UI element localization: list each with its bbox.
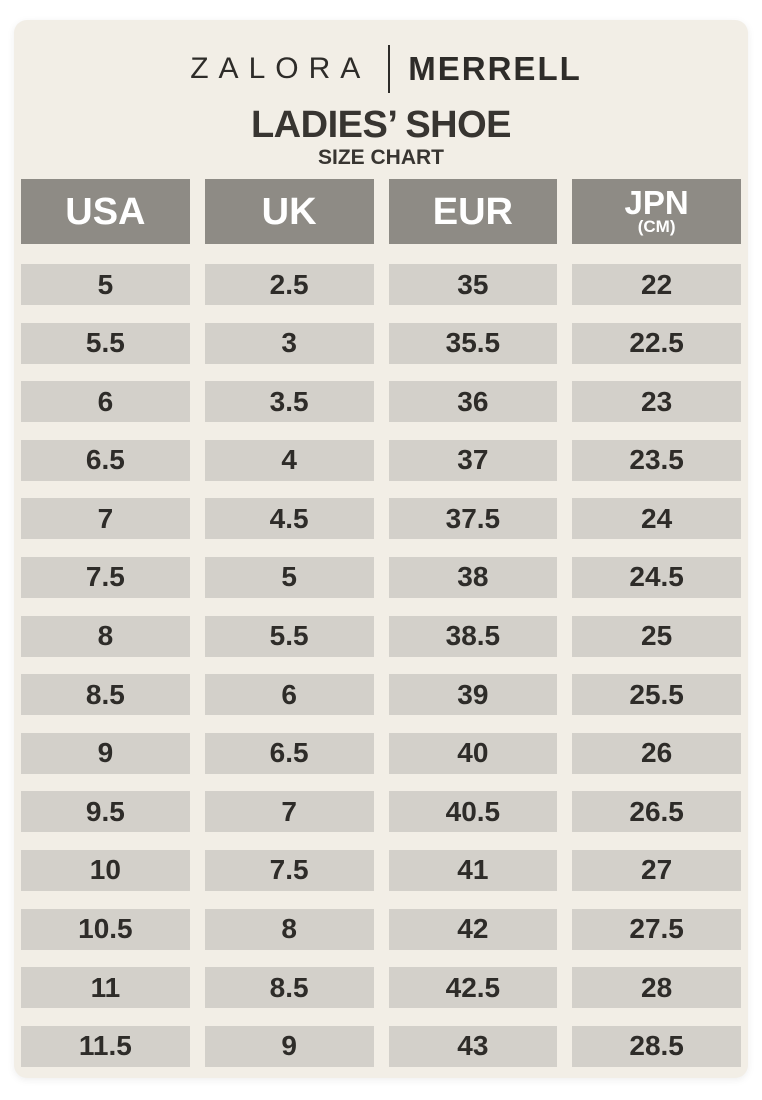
- table-row: 6.5 4 37 23.5: [21, 439, 741, 481]
- size-cell: 7.5: [204, 849, 374, 891]
- size-cell: 7.5: [21, 556, 190, 598]
- table-row: 5 2.5 35 22: [21, 264, 741, 305]
- size-cell: 25: [572, 615, 741, 657]
- size-cell: 10: [21, 849, 190, 891]
- size-cell: 5: [204, 556, 374, 598]
- size-cell: 4.5: [204, 498, 374, 540]
- size-cell: 6: [21, 381, 190, 423]
- size-cell: 22.5: [572, 322, 741, 364]
- size-cell: 11.5: [21, 1025, 190, 1067]
- size-cell: 8: [204, 908, 374, 950]
- size-cell: 8.5: [204, 967, 374, 1009]
- size-cell: 9: [21, 732, 190, 774]
- size-cell: 36: [388, 381, 558, 423]
- size-cell: 38: [388, 556, 558, 598]
- table-row: 9 6.5 40 26: [21, 732, 741, 774]
- size-cell: 42.5: [388, 967, 558, 1009]
- header-label: EUR: [432, 190, 513, 233]
- header-cell-usa: USA: [21, 179, 190, 244]
- size-table-body: 5 2.5 35 22 5.5 3 35.5 22.5 6 3.5 36 23 6.5 4 37 23.5 7 4…: [21, 264, 741, 1067]
- table-row: 10 7.5 41 27: [21, 849, 741, 891]
- page-subtitle: SIZE CHART: [318, 146, 444, 169]
- size-cell: 23: [572, 381, 741, 423]
- size-cell: 5: [21, 264, 190, 305]
- size-cell: 35.5: [388, 322, 558, 364]
- size-table: USA UK EUR JPN (CM) 5 2.5 35 22 5.5 3 35.5 22.5…: [21, 179, 741, 1067]
- size-cell: 23.5: [572, 439, 741, 481]
- table-row: 5.5 3 35.5 22.5: [21, 322, 741, 364]
- table-row: 8.5 6 39 25.5: [21, 674, 741, 716]
- merrell-logo: MERRELL: [408, 50, 582, 87]
- zalora-logo: ZALORA: [190, 52, 371, 85]
- size-cell: 27: [572, 849, 741, 891]
- header-label: UK: [261, 190, 317, 233]
- size-cell: 40: [388, 732, 558, 774]
- size-cell: 37: [388, 439, 558, 481]
- size-cell: 6: [204, 674, 374, 716]
- size-cell: 4: [204, 439, 374, 481]
- table-row: 11.5 9 43 28.5: [21, 1025, 741, 1067]
- size-cell: 10.5: [21, 908, 190, 950]
- size-cell: 26: [572, 732, 741, 774]
- header-label: USA: [65, 190, 146, 233]
- table-row: 7 4.5 37.5 24: [21, 498, 741, 540]
- size-cell: 41: [388, 849, 558, 891]
- table-row: 10.5 8 42 27.5: [21, 908, 741, 950]
- size-cell: 8: [21, 615, 190, 657]
- brand-logo: ZALORA MERRELL: [21, 20, 741, 93]
- size-cell: 5.5: [21, 322, 190, 364]
- header-sublabel: (CM): [637, 217, 676, 236]
- size-cell: 11: [21, 967, 190, 1009]
- size-cell: 25.5: [572, 674, 741, 716]
- size-cell: 22: [572, 264, 741, 305]
- size-cell: 28: [572, 967, 741, 1009]
- page-title: LADIES’ SHOE: [250, 104, 512, 146]
- table-row: 9.5 7 40.5 26.5: [21, 791, 741, 833]
- header-label: JPN: [624, 184, 689, 221]
- size-cell: 24.5: [572, 556, 741, 598]
- size-cell: 24: [572, 498, 741, 540]
- size-cell: 6.5: [21, 439, 190, 481]
- header-cell-eur: EUR: [388, 179, 558, 244]
- size-cell: 27.5: [572, 908, 741, 950]
- header-cell-uk: UK: [204, 179, 374, 244]
- table-row: 11 8.5 42.5 28: [21, 967, 741, 1009]
- size-cell: 38.5: [388, 615, 558, 657]
- size-cell: 3.5: [204, 381, 374, 423]
- size-cell: 9: [204, 1025, 374, 1067]
- size-cell: 7: [21, 498, 190, 540]
- size-cell: 43: [388, 1025, 558, 1067]
- size-cell: 39: [388, 674, 558, 716]
- size-cell: 28.5: [572, 1025, 741, 1067]
- size-cell: 40.5: [388, 791, 558, 833]
- size-cell: 7: [204, 791, 374, 833]
- size-cell: 42: [388, 908, 558, 950]
- size-chart-card: ZALORA MERRELL LADIES’ SHOE SIZE CHART U…: [14, 20, 748, 1078]
- size-cell: 9.5: [21, 791, 190, 833]
- size-cell: 37.5: [388, 498, 558, 540]
- table-row: 8 5.5 38.5 25: [21, 615, 741, 657]
- size-cell: 35: [388, 264, 558, 305]
- size-cell: 2.5: [204, 264, 374, 305]
- table-row: 6 3.5 36 23: [21, 381, 741, 423]
- size-cell: 3: [204, 322, 374, 364]
- size-cell: 26.5: [572, 791, 741, 833]
- header-cell-jpn: JPN (CM): [572, 179, 741, 244]
- size-cell: 8.5: [21, 674, 190, 716]
- logo-divider: [388, 45, 391, 93]
- table-header-row: USA UK EUR JPN (CM): [21, 179, 741, 244]
- table-row: 7.5 5 38 24.5: [21, 556, 741, 598]
- size-cell: 5.5: [204, 615, 374, 657]
- size-cell: 6.5: [204, 732, 374, 774]
